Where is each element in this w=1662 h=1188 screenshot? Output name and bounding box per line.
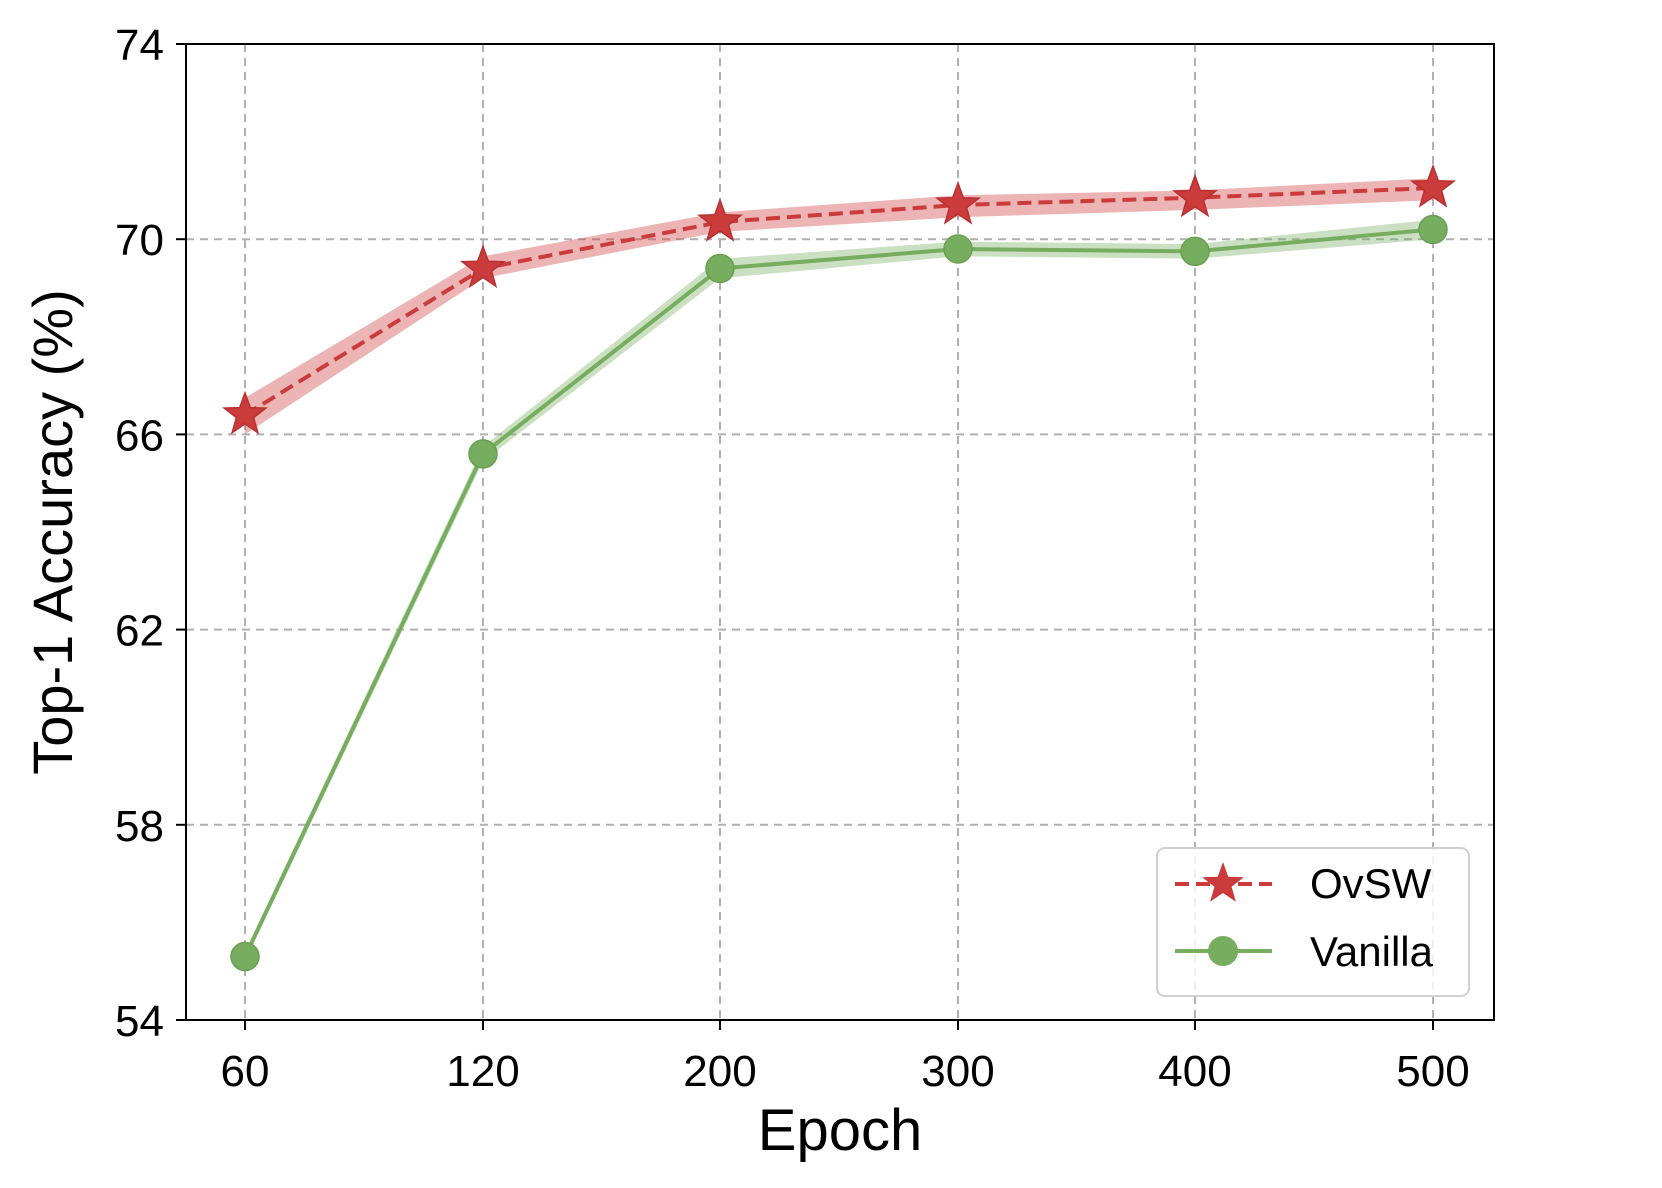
legend-star-marker <box>1202 862 1244 902</box>
band-vanilla <box>245 219 1433 962</box>
legend-label-ovsw: OvSW <box>1310 860 1432 907</box>
point-vanilla <box>468 439 498 469</box>
line-ovsw <box>243 186 1434 417</box>
series-markers <box>222 163 1457 972</box>
y-tick-label: 70 <box>115 216 164 265</box>
x-tick-label: 60 <box>221 1047 270 1096</box>
point-vanilla <box>1180 236 1210 267</box>
y-tick-label: 62 <box>115 607 164 656</box>
legend-circle-marker <box>1208 936 1238 966</box>
confidence-bands <box>245 178 1433 962</box>
plot-frame <box>185 43 1495 1021</box>
series-lines <box>243 186 1434 958</box>
point-ovsw <box>1172 173 1218 218</box>
band-ovsw <box>245 178 1433 435</box>
y-tick-label: 58 <box>115 802 164 851</box>
point-vanilla <box>705 253 735 284</box>
y-tick-label: 74 <box>115 21 164 70</box>
y-tick-label: 54 <box>115 997 164 1046</box>
x-axis-label: Epoch <box>758 1098 922 1163</box>
line-vanilla <box>243 227 1434 958</box>
x-tick-label: 500 <box>1396 1047 1469 1096</box>
point-vanilla <box>943 234 973 264</box>
point-ovsw <box>460 244 506 289</box>
x-tick-label: 300 <box>921 1047 994 1096</box>
legend: OvSW Vanilla <box>1156 847 1470 997</box>
point-ovsw <box>222 390 268 435</box>
x-tick-label: 120 <box>446 1047 519 1096</box>
y-tick-label: 66 <box>115 411 164 460</box>
point-vanilla <box>230 941 260 972</box>
point-ovsw <box>697 197 743 242</box>
legend-label-vanilla: Vanilla <box>1310 928 1434 975</box>
axis-ticks: 60 120 200 300 400 500 54 58 62 66 70 74 <box>115 21 1470 1096</box>
point-vanilla <box>1418 214 1448 245</box>
y-axis-label: Top-1 Accuracy (%) <box>21 289 84 775</box>
point-ovsw <box>934 180 982 225</box>
x-tick-label: 400 <box>1158 1047 1231 1096</box>
point-ovsw <box>1409 163 1457 208</box>
x-tick-label: 200 <box>683 1047 756 1096</box>
